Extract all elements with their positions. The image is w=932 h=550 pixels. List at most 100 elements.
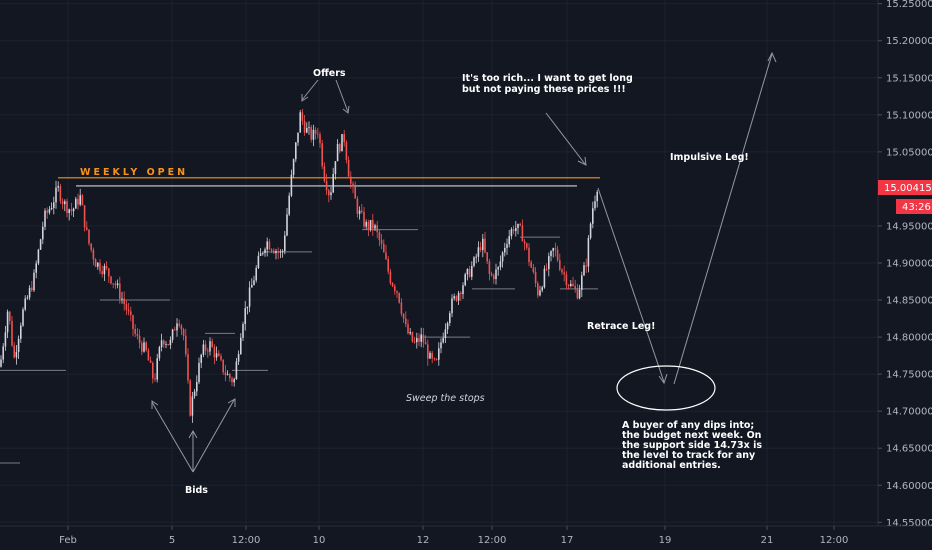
y-tick-label: 14.85000 — [886, 296, 932, 307]
candle-body — [94, 259, 97, 267]
candle-body — [581, 275, 583, 290]
support-zone-ellipse — [616, 365, 716, 411]
candle-body — [358, 210, 361, 214]
candle-body — [303, 120, 306, 133]
candle-body — [187, 354, 189, 381]
candle-body — [339, 143, 341, 152]
candle-body — [121, 298, 123, 300]
candle-body — [92, 249, 95, 260]
candle-body — [33, 272, 35, 291]
candle-body — [99, 262, 101, 272]
candle-body — [0, 359, 2, 367]
candle-body — [48, 209, 51, 213]
candle-body — [108, 268, 110, 277]
buyer-note-line-3: the support side 14.73x is — [622, 440, 762, 451]
candle-body — [589, 223, 592, 238]
candle-body — [57, 186, 59, 188]
candle-body — [211, 341, 213, 348]
bids-label: Bids — [185, 485, 208, 496]
candle-body — [376, 225, 378, 233]
candle-body — [317, 133, 319, 135]
candle-body — [79, 195, 81, 205]
candle-body — [123, 298, 125, 305]
candle-body — [176, 323, 178, 331]
candle-body — [22, 309, 24, 326]
too-rich-line-2: but not paying these prices !!! — [462, 84, 626, 95]
candle-body — [484, 238, 486, 253]
candle-body — [497, 267, 499, 270]
candle-body — [394, 286, 396, 292]
candle-body — [446, 322, 449, 330]
candle-body — [81, 195, 84, 206]
candle-body — [141, 343, 143, 352]
candle-body — [341, 134, 343, 152]
candle-body — [66, 201, 68, 214]
candle-body — [442, 338, 444, 343]
drawings — [151, 51, 777, 473]
offers-arrowhead-right — [342, 105, 350, 114]
candle-body — [281, 251, 284, 252]
candle-body — [385, 252, 387, 260]
candle-body — [134, 328, 136, 334]
candle-body — [114, 283, 117, 286]
candle-body — [592, 208, 594, 224]
candle-body — [319, 134, 321, 144]
candle-body — [149, 360, 152, 363]
candle-body — [264, 249, 266, 254]
candle-body — [198, 362, 200, 383]
candle-body — [68, 209, 70, 214]
candle-body — [468, 268, 471, 277]
candle-body — [35, 263, 37, 273]
candle-body — [226, 374, 229, 376]
candle-body — [215, 353, 218, 358]
candle-body — [218, 353, 220, 356]
time-axis[interactable]: Feb 5 12:00 10 12 12:00 17 19 21 12:00 — [0, 525, 932, 546]
candle-body — [400, 302, 403, 314]
candle-body — [323, 166, 326, 182]
candle-body — [277, 251, 279, 253]
candle-body — [46, 210, 48, 213]
candle-body — [482, 238, 484, 251]
buyer-note-line-1: A buyer of any dips into; — [622, 420, 754, 431]
candle-body — [517, 223, 519, 229]
x-tick-label: 12 — [417, 535, 430, 546]
candle-body — [548, 256, 550, 270]
candle-body — [209, 341, 211, 352]
y-tick-label: 14.60000 — [886, 481, 932, 492]
candle-body — [251, 285, 253, 288]
candle-body — [257, 255, 260, 268]
candle-body — [321, 143, 323, 167]
x-tick-label: 12:00 — [232, 535, 261, 546]
candle-body — [165, 344, 167, 345]
candle-body — [383, 243, 385, 253]
candle-body — [11, 320, 13, 346]
candle-body — [380, 240, 383, 244]
candle-body — [279, 251, 282, 253]
candle-body — [306, 127, 308, 133]
offers-arrowhead-left — [301, 94, 309, 102]
candle-body — [378, 232, 381, 241]
x-tick-label: Feb — [59, 535, 77, 546]
candle-body — [224, 372, 227, 376]
candle-body — [431, 352, 433, 359]
candle-body — [328, 190, 330, 196]
candle-body — [453, 296, 455, 299]
candle-body — [138, 335, 141, 344]
candle-body — [248, 287, 251, 307]
x-tick-label: 5 — [169, 535, 175, 546]
too-rich-arrowhead — [577, 156, 587, 166]
buyer-note-line-5: additional entries. — [622, 460, 721, 471]
candle-body — [543, 268, 546, 288]
bids-arrow-right — [192, 399, 235, 473]
candle-body — [350, 176, 352, 184]
candle-body — [369, 219, 372, 230]
candle-body — [545, 268, 548, 270]
candle-body — [178, 323, 180, 326]
price-axis[interactable]: 15.25000 15.20000 15.15000 15.10000 15.05000… — [877, 0, 932, 529]
candle-body — [292, 159, 295, 175]
candle-body — [372, 219, 374, 229]
candle-body — [312, 129, 315, 140]
candle-body — [479, 247, 482, 251]
